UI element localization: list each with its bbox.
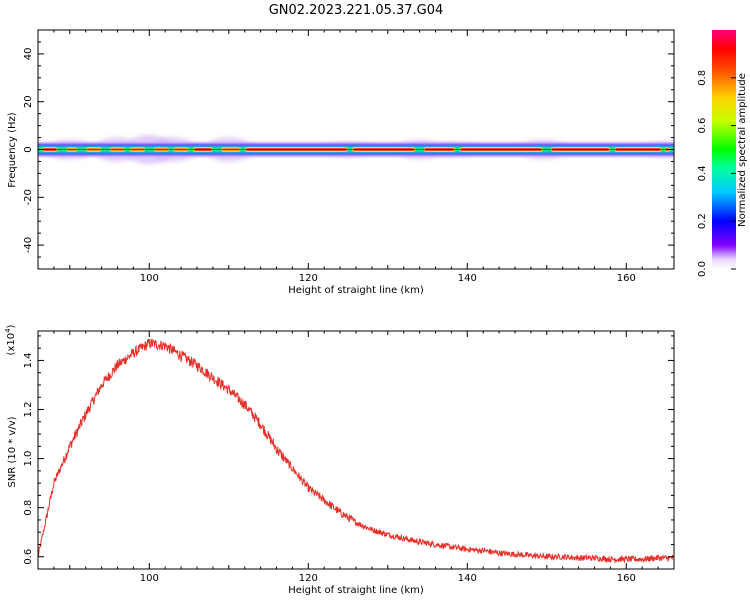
colorbar-tick-label: 0.6 xyxy=(697,118,708,134)
snr-ticks: 100 120 140 160 0.6 0.8 1.0 1.2 1.4 xyxy=(23,331,675,584)
colorbar: 0.0 0.2 0.4 0.6 0.8 Normalized spectral ampl… xyxy=(697,30,748,277)
y-tick-label: 1.2 xyxy=(23,402,34,418)
x-tick-label: 140 xyxy=(458,573,477,584)
x-tick-label: 160 xyxy=(617,273,636,284)
spectrogram-xlabel: Height of straight line (km) xyxy=(288,285,424,296)
snr-multiplier: (x104) xyxy=(4,324,17,355)
y-tick-label: 0.6 xyxy=(23,549,34,565)
colorbar-tick-label: 0.0 xyxy=(697,261,708,277)
y-tick-label: 40 xyxy=(23,48,34,61)
y-tick-label: -20 xyxy=(23,189,34,205)
snr-background xyxy=(38,331,674,569)
figure-title: GN02.2023.221.05.37.G04 xyxy=(269,3,444,18)
snr-multiplier-close: ) xyxy=(6,324,17,328)
colorbar-tick-label: 0.8 xyxy=(697,70,708,86)
snr-series-line xyxy=(38,338,674,564)
y-tick-label: 0.8 xyxy=(23,500,34,516)
colorbar-gradient xyxy=(712,30,736,269)
y-tick-label: 1.0 xyxy=(23,451,34,467)
spectrogram-ticks: 100 120 140 160 40 20 0 -20 -40 xyxy=(23,29,675,284)
y-tick-label: 0 xyxy=(23,146,34,152)
x-tick-label: 120 xyxy=(299,573,318,584)
y-tick-label: 1.4 xyxy=(23,352,34,368)
snr-ylabel: SNR (10 * v/v) xyxy=(7,416,18,487)
svg-text:(x104): (x104) xyxy=(4,324,17,355)
colorbar-tick-label: 0.2 xyxy=(697,213,708,229)
y-tick-label: -40 xyxy=(23,237,34,253)
snr-multiplier-base: (x10 xyxy=(6,333,17,356)
colorbar-tick-label: 0.4 xyxy=(697,165,708,181)
colorbar-label: Normalized spectral amplitude xyxy=(737,73,748,227)
snr-panel: 100 120 140 160 0.6 0.8 1.0 1.2 1.4 Height of st… xyxy=(4,324,675,596)
x-tick-label: 100 xyxy=(140,273,159,284)
x-tick-label: 140 xyxy=(458,273,477,284)
x-tick-label: 100 xyxy=(140,573,159,584)
snr-xlabel: Height of straight line (km) xyxy=(288,585,424,596)
snr-multiplier-exp: 4 xyxy=(4,328,12,333)
spectrogram-ylabel: Frequency (Hz) xyxy=(7,112,18,188)
x-tick-label: 120 xyxy=(299,273,318,284)
spectrogram-panel: 100 120 140 160 40 20 0 -20 -40 Height of straig… xyxy=(7,29,675,296)
y-tick-label: 20 xyxy=(23,95,34,108)
colorbar-ticks: 0.0 0.2 0.4 0.6 0.8 xyxy=(697,70,736,277)
spectrogram-heatmap xyxy=(38,135,674,164)
x-tick-label: 160 xyxy=(617,573,636,584)
